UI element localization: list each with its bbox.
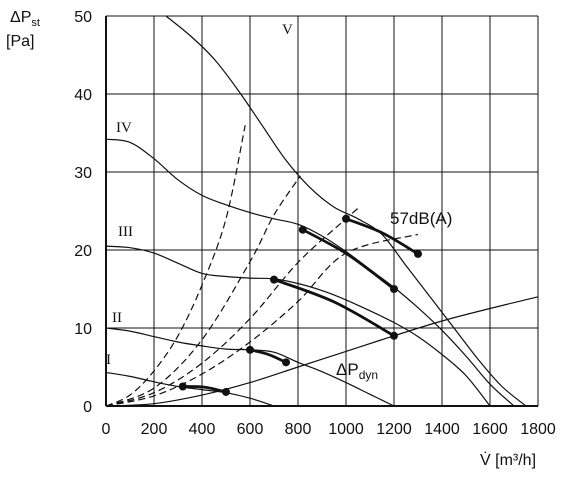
x-tick-label: 400: [189, 421, 216, 438]
noise-segment-2: [249, 348, 287, 364]
fan-curve-label-IV: IV: [116, 120, 132, 136]
operating-point: [178, 382, 187, 391]
fan-curve-I: [105, 371, 275, 407]
fan-curves: [105, 15, 527, 407]
dynamic-pressure-curve: [105, 296, 539, 407]
dyn-curve-line: [105, 296, 539, 407]
fan-curve-label-III: III: [118, 224, 133, 240]
fan-curve-label-II: II: [112, 310, 122, 326]
operating-point: [298, 225, 307, 234]
x-tick-label: 1800: [520, 421, 556, 438]
operating-point: [282, 358, 290, 367]
noise-segments: [182, 217, 419, 394]
system-curve-1: [105, 125, 246, 407]
noise-segment-4: [302, 228, 395, 291]
noise-segment-1: [182, 385, 227, 394]
x-tick-label: 800: [285, 421, 312, 438]
noise-label: 57dB(A): [390, 209, 452, 228]
fan-curve-V: [165, 15, 527, 407]
y-tick-label: 0: [83, 399, 92, 416]
operating-point: [414, 249, 422, 258]
operating-point: [390, 285, 398, 293]
y-tick-label: 40: [74, 87, 92, 104]
fan-curve-label-I: I: [106, 352, 111, 368]
y-tick-label: 50: [74, 9, 92, 26]
y-tick-label: 10: [74, 321, 92, 338]
grid: [105, 15, 539, 407]
x-tick-label: 200: [141, 421, 168, 438]
system-curves: [105, 125, 419, 407]
noise-segment-5: [345, 217, 419, 256]
operating-points: [178, 214, 422, 396]
system-curve-2: [105, 175, 301, 407]
x-axis-title: V̇ [m³/h]: [480, 451, 536, 469]
x-tick-label: 1000: [328, 421, 364, 438]
x-tick-label: 1600: [472, 421, 508, 438]
operating-point: [270, 275, 278, 284]
operating-point: [390, 331, 398, 340]
noise-segment-3: [273, 278, 395, 338]
y-axis-unit: [Pa]: [6, 33, 34, 50]
x-tick-label: 600: [237, 421, 264, 438]
y-axis-title: ΔPst: [10, 9, 40, 29]
y-tick-label: 20: [74, 243, 92, 260]
fan-curve-III: [105, 245, 491, 407]
tick-labels: 0 200 400 600 800 1000 1200 1400 1600 1800 0 10 20 30…: [74, 9, 556, 438]
operating-point: [222, 387, 230, 396]
dyn-curve-label: ΔPdyn: [336, 360, 378, 382]
operating-point: [342, 214, 350, 223]
x-tick-label: 1400: [424, 421, 460, 438]
operating-point: [246, 345, 254, 354]
x-tick-label: 0: [102, 421, 111, 438]
y-tick-label: 30: [74, 165, 92, 182]
x-tick-label: 1200: [376, 421, 412, 438]
fan-curve-IV: [105, 138, 515, 407]
fan-curve-label-V: V: [282, 22, 293, 38]
